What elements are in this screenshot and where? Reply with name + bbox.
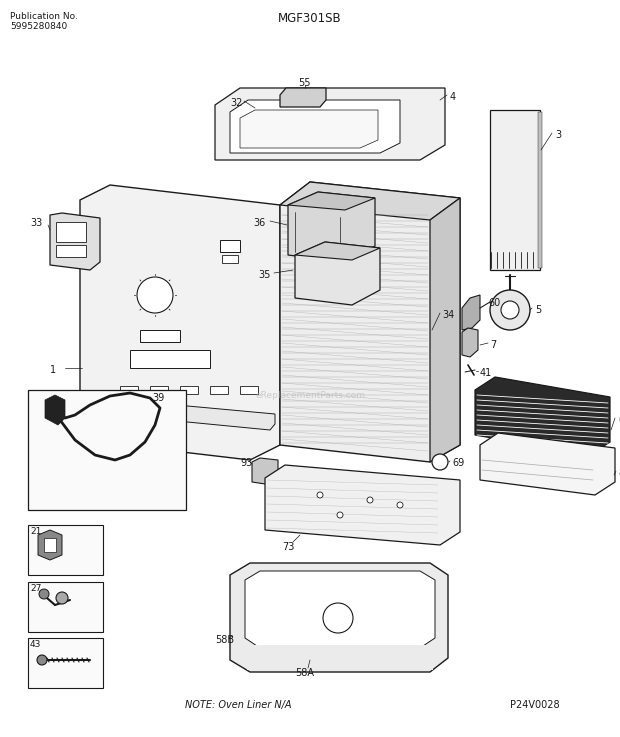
Text: NOTE: Oven Liner N/A: NOTE: Oven Liner N/A: [185, 700, 291, 710]
Text: 69: 69: [452, 458, 464, 468]
Text: 39: 39: [153, 393, 165, 403]
Bar: [28, 582, 103, 632]
Bar: [28, 525, 103, 575]
Circle shape: [397, 502, 403, 508]
Polygon shape: [230, 563, 448, 672]
Text: 21: 21: [30, 527, 42, 536]
Polygon shape: [240, 110, 378, 148]
Bar: [56, 222, 86, 242]
Polygon shape: [45, 395, 65, 425]
Bar: [240, 386, 258, 394]
Bar: [120, 386, 138, 394]
Polygon shape: [475, 377, 610, 455]
Text: 43: 43: [30, 640, 42, 649]
Text: 4: 4: [450, 92, 456, 102]
Text: 33: 33: [30, 218, 42, 228]
Circle shape: [323, 603, 353, 633]
Text: 8: 8: [618, 468, 620, 478]
Bar: [44, 538, 56, 552]
Text: 32: 32: [230, 98, 242, 108]
Text: 6: 6: [618, 415, 620, 425]
Polygon shape: [480, 433, 615, 495]
Polygon shape: [430, 198, 460, 462]
Polygon shape: [230, 100, 400, 153]
Text: 1: 1: [50, 365, 56, 375]
Polygon shape: [265, 465, 460, 545]
Circle shape: [37, 655, 47, 665]
Polygon shape: [80, 185, 280, 460]
Text: 36: 36: [253, 218, 265, 228]
Bar: [220, 240, 240, 252]
Text: 34: 34: [442, 310, 454, 320]
Bar: [180, 386, 198, 394]
Polygon shape: [490, 110, 540, 270]
Circle shape: [337, 512, 343, 518]
Circle shape: [490, 290, 530, 330]
Bar: [210, 386, 228, 394]
Polygon shape: [295, 242, 380, 305]
Text: 35: 35: [258, 270, 270, 280]
Bar: [247, 645, 433, 670]
Text: 5995280840: 5995280840: [10, 22, 67, 31]
Circle shape: [317, 492, 323, 498]
Bar: [130, 350, 210, 368]
Bar: [150, 386, 168, 394]
Bar: [140, 330, 180, 342]
Circle shape: [432, 454, 448, 470]
Polygon shape: [280, 182, 460, 462]
Text: P24V0028: P24V0028: [510, 700, 560, 710]
Circle shape: [367, 497, 373, 503]
Text: 55: 55: [298, 78, 311, 88]
Polygon shape: [288, 192, 375, 210]
Polygon shape: [252, 458, 278, 485]
Text: 58A: 58A: [295, 668, 314, 678]
Polygon shape: [38, 530, 62, 560]
Polygon shape: [280, 88, 326, 107]
Polygon shape: [50, 213, 100, 270]
Text: 3: 3: [555, 130, 561, 140]
Text: 58B: 58B: [215, 635, 234, 645]
Polygon shape: [115, 400, 275, 430]
Bar: [28, 390, 186, 510]
Circle shape: [39, 589, 49, 599]
Text: 93: 93: [240, 458, 252, 468]
Circle shape: [56, 592, 68, 604]
Bar: [222, 255, 238, 263]
Text: 73: 73: [282, 542, 294, 552]
Polygon shape: [280, 182, 460, 220]
Circle shape: [501, 301, 519, 319]
Polygon shape: [462, 328, 478, 357]
Polygon shape: [245, 571, 435, 648]
Text: 41: 41: [480, 368, 492, 378]
Circle shape: [137, 277, 173, 313]
Text: eReplacementParts.com: eReplacementParts.com: [255, 391, 365, 399]
Text: 27: 27: [30, 584, 42, 593]
Text: 60: 60: [488, 298, 500, 308]
Bar: [56, 245, 86, 257]
Text: 5: 5: [535, 305, 541, 315]
Text: MGF301SB: MGF301SB: [278, 12, 342, 25]
Polygon shape: [288, 192, 375, 262]
Bar: [28, 638, 103, 688]
Polygon shape: [295, 242, 380, 260]
Polygon shape: [462, 295, 480, 330]
Text: Publication No.: Publication No.: [10, 12, 78, 21]
Polygon shape: [538, 112, 542, 268]
Polygon shape: [215, 88, 445, 160]
Text: 7: 7: [490, 340, 496, 350]
